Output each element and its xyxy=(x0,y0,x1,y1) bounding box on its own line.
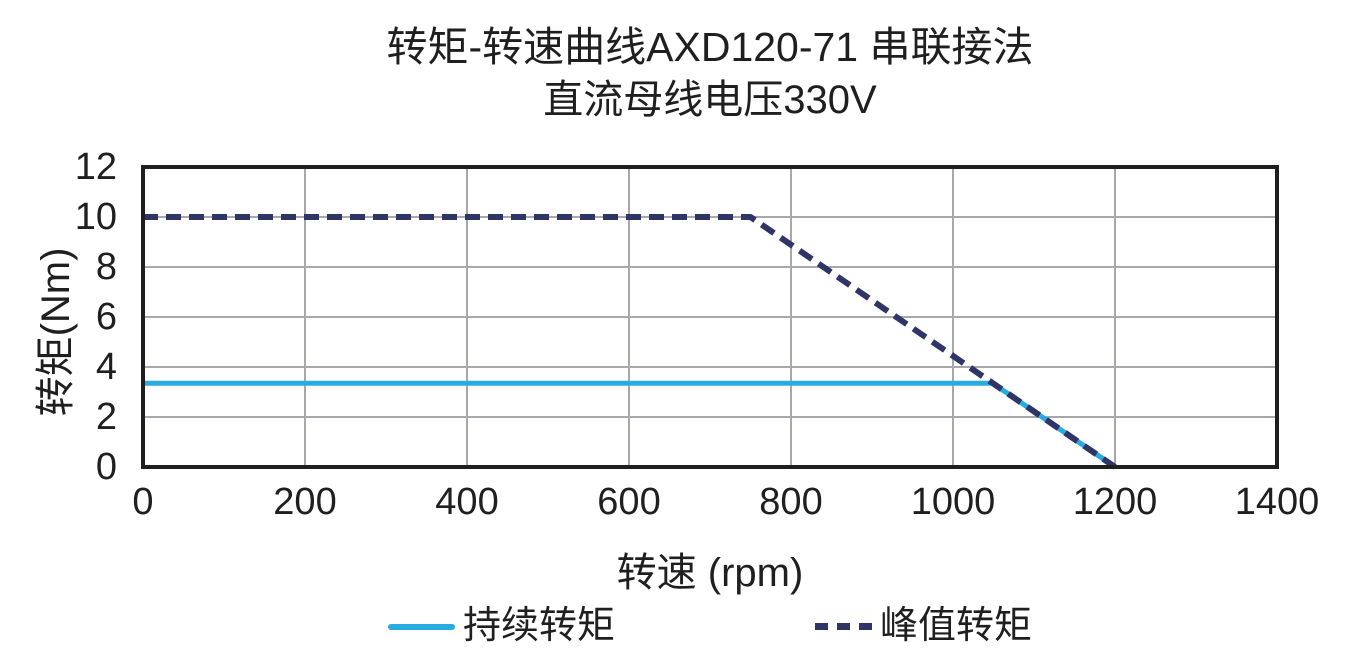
legend-item-continuous-torque: 持续转矩 xyxy=(387,605,615,648)
y-tick-label: 2 xyxy=(96,396,117,438)
y-tick-label: 4 xyxy=(96,346,117,388)
legend-label-continuous-torque: 持续转矩 xyxy=(462,605,615,647)
x-tick-label: 0 xyxy=(132,481,153,523)
legend-item-peak-torque: 峰值转矩 xyxy=(815,605,1033,648)
legend-label-peak-torque: 峰值转矩 xyxy=(880,605,1033,647)
x-tick-label: 1000 xyxy=(911,481,996,523)
legend: 持续转矩 峰值转矩 xyxy=(143,605,1277,648)
chart-subtitle: 直流母线电压330V xyxy=(543,78,877,123)
x-tick-label: 1400 xyxy=(1235,481,1320,523)
peak-torque-line-swatch xyxy=(815,623,872,631)
x-tick-label: 800 xyxy=(759,481,822,523)
y-tick-label: 8 xyxy=(96,246,117,288)
y-tick-label: 6 xyxy=(96,296,117,338)
continuous-torque-line-swatch xyxy=(387,623,455,630)
peak-torque-line xyxy=(143,214,1117,470)
x-tick-label: 600 xyxy=(597,481,660,523)
x-axis-title: 转速 (rpm) xyxy=(616,551,804,595)
x-tick-label: 400 xyxy=(435,481,498,523)
y-tick-label: 0 xyxy=(96,446,117,488)
y-tick-label: 10 xyxy=(75,196,117,238)
chart-title: 转矩-转速曲线AXD120-71 串联接法 xyxy=(386,24,1034,70)
plot-border xyxy=(141,165,1279,469)
y-tick-label: 12 xyxy=(75,146,117,188)
x-tick-label: 1200 xyxy=(1073,481,1158,523)
x-tick-label: 200 xyxy=(273,481,336,523)
chart-title-block: 转矩-转速曲线AXD120-71 串联接法 直流母线电压330V xyxy=(143,20,1277,127)
